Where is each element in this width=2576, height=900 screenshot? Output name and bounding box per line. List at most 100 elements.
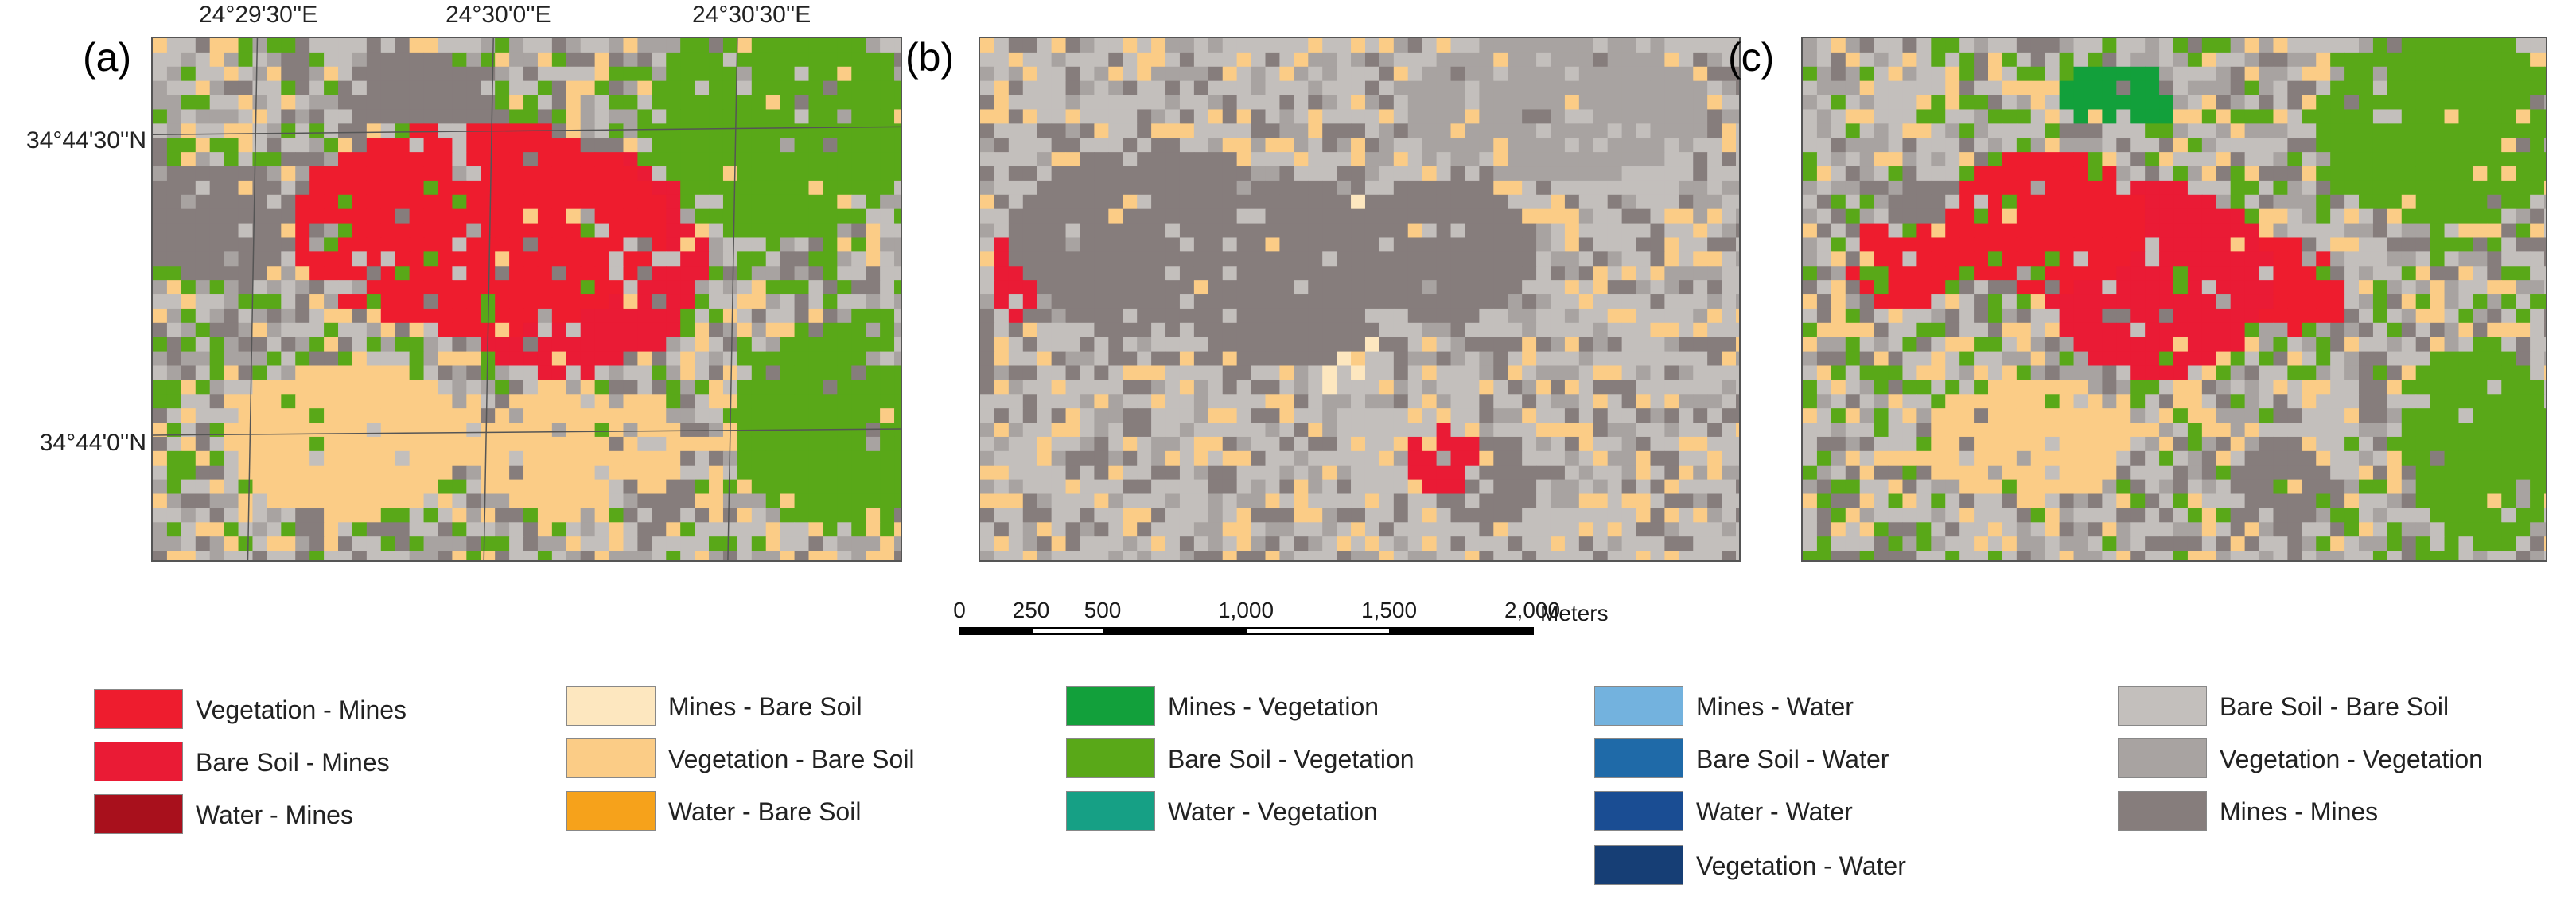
- map-cell: [1931, 308, 1946, 324]
- map-cell: [1379, 294, 1395, 310]
- map-cell: [1564, 479, 1580, 495]
- map-cell: [1364, 138, 1380, 153]
- map-cell: [1008, 450, 1024, 466]
- map-cell: [252, 237, 267, 252]
- map-cell: [537, 80, 553, 96]
- map-cell: [2016, 52, 2032, 68]
- map-cell: [366, 109, 382, 124]
- map-cell: [780, 251, 796, 267]
- map-cell: [352, 266, 368, 281]
- map-cell: [780, 194, 796, 210]
- map-cell: [423, 109, 438, 124]
- map-cell: [695, 436, 710, 452]
- map-cell: [2444, 38, 2459, 53]
- map-cell: [1065, 280, 1080, 295]
- map-cell: [1959, 38, 1975, 53]
- map-cell: [438, 109, 453, 124]
- map-cell: [1379, 408, 1395, 423]
- map-cell: [1479, 351, 1494, 366]
- map-cell: [2544, 152, 2546, 167]
- map-cell: [1650, 138, 1665, 153]
- map-cell: [395, 337, 411, 353]
- map-cell: [2401, 166, 2417, 181]
- map-cell: [1407, 465, 1423, 481]
- map-cell: [1974, 308, 1989, 324]
- map-cell: [295, 52, 310, 68]
- map-cell: [1508, 351, 1523, 366]
- map-cell: [1208, 266, 1224, 281]
- map-cell: [1959, 294, 1975, 310]
- map-cell: [695, 266, 710, 281]
- map-cell: [324, 493, 339, 508]
- map-cell: [695, 508, 710, 523]
- map-cell: [1108, 479, 1123, 495]
- map-cell: [994, 95, 1010, 110]
- map-cell: [2116, 138, 2131, 153]
- map-cell: [1222, 394, 1238, 409]
- map-cell: [1279, 166, 1294, 181]
- map-cell: [2173, 95, 2189, 110]
- map-cell: [252, 38, 267, 53]
- map-cell: [722, 66, 738, 82]
- map-cell: [1165, 294, 1181, 310]
- map-cell: [2145, 294, 2160, 310]
- map-cell: [1165, 423, 1181, 438]
- map-cell: [1564, 194, 1580, 210]
- map-cell: [1364, 109, 1380, 124]
- map-cell: [1008, 337, 1024, 353]
- map-cell: [1736, 223, 1739, 238]
- map-cell: [566, 408, 582, 423]
- map-cell: [866, 251, 881, 267]
- map-cell: [2387, 123, 2403, 138]
- map-cell: [1479, 551, 1494, 560]
- map-cell: [580, 194, 596, 210]
- map-cell: [309, 109, 325, 124]
- map-cell: [1988, 95, 2003, 110]
- map-cell: [1679, 436, 1694, 452]
- map-cell: [2372, 280, 2388, 295]
- map-cell: [438, 294, 453, 310]
- map-cell: [894, 551, 901, 560]
- map-cell: [1165, 52, 1181, 68]
- map-cell: [352, 551, 368, 560]
- map-cell: [2145, 166, 2160, 181]
- map-cell: [609, 223, 624, 238]
- map-cell: [695, 38, 710, 53]
- map-cell: [1693, 551, 1708, 560]
- map-cell: [324, 152, 339, 167]
- map-cell: [566, 80, 582, 96]
- map-cell: [1294, 180, 1309, 196]
- map-cell: [1008, 180, 1024, 196]
- map-cell: [2045, 95, 2060, 110]
- map-cell: [380, 465, 396, 481]
- map-cell: [1151, 52, 1166, 68]
- map-cell: [1165, 109, 1181, 124]
- map-cell: [1294, 423, 1309, 438]
- map-cell: [1108, 95, 1123, 110]
- map-cell: [1094, 180, 1109, 196]
- map-cell: [1151, 551, 1166, 560]
- map-cell: [1422, 493, 1438, 508]
- map-cell: [1051, 38, 1067, 53]
- map-cell: [153, 152, 168, 167]
- map-cell: [1123, 479, 1138, 495]
- map-cell: [1208, 394, 1224, 409]
- map-cell: [2401, 123, 2417, 138]
- map-cell: [1845, 152, 1861, 167]
- map-cell: [224, 551, 239, 560]
- map-cell: [195, 194, 211, 210]
- map-cell: [1094, 394, 1109, 409]
- map-cell: [551, 408, 567, 423]
- map-cell: [2430, 80, 2446, 96]
- map-cell: [509, 52, 524, 68]
- map-cell: [737, 280, 753, 295]
- map-cell: [866, 551, 881, 560]
- map-cell: [309, 308, 325, 324]
- map-cell: [2230, 138, 2246, 153]
- map-cell: [1722, 522, 1737, 537]
- map-cell: [1722, 465, 1737, 481]
- map-cell: [267, 223, 282, 238]
- map-cell: [1251, 294, 1266, 310]
- map-cell: [1508, 208, 1523, 224]
- map-cell: [252, 138, 267, 153]
